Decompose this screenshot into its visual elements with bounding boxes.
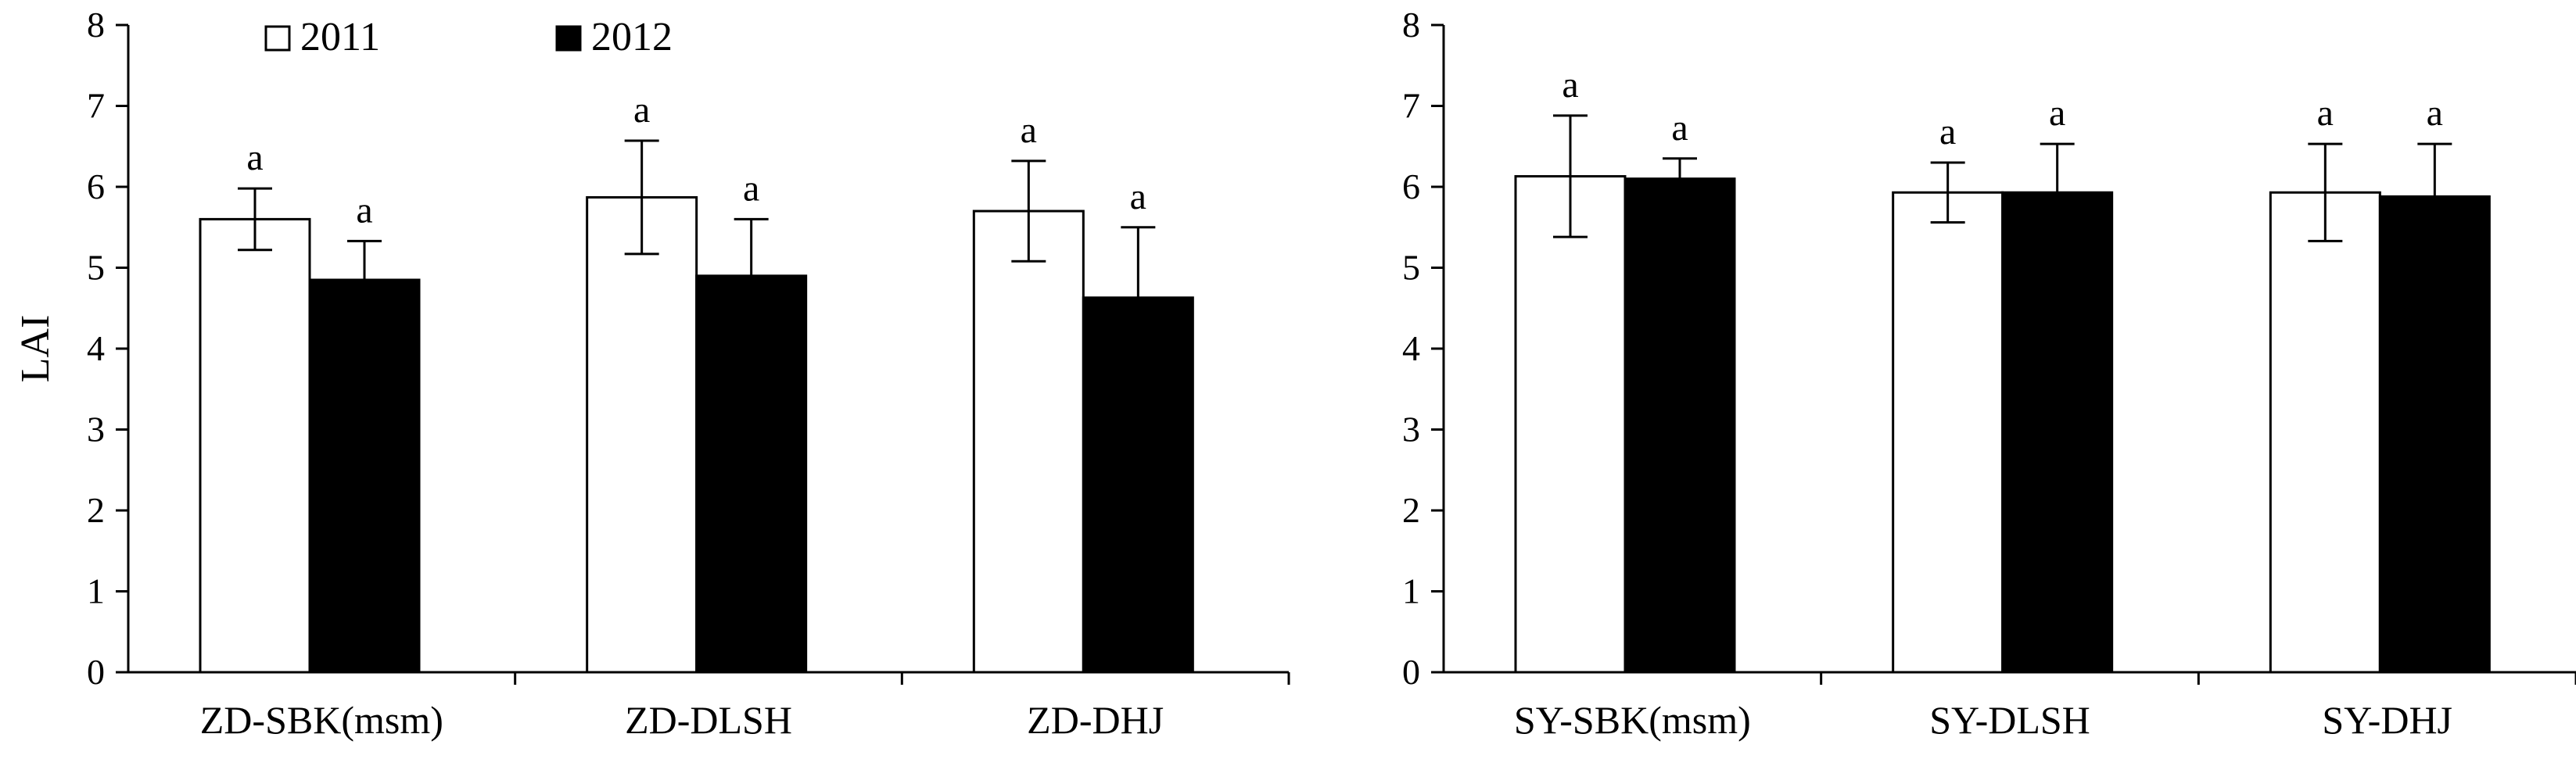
significance-label: a xyxy=(1671,107,1688,149)
bar xyxy=(2378,195,2491,674)
y-tick-label: 5 xyxy=(1402,248,1420,288)
x-tick-label: ZD-DLSH xyxy=(625,698,792,742)
y-tick-label: 0 xyxy=(87,652,105,692)
legend-label: 2011 xyxy=(300,15,380,59)
y-tick-label: 2 xyxy=(1402,490,1420,530)
significance-label: a xyxy=(1130,176,1146,217)
significance-label: a xyxy=(1021,109,1037,151)
y-tick-label: 2 xyxy=(87,490,105,530)
bar xyxy=(199,217,311,674)
y-tick-label: 7 xyxy=(1402,86,1420,126)
y-tick-label: 3 xyxy=(87,410,105,449)
bar xyxy=(1892,191,2004,674)
y-tick-label: 8 xyxy=(87,5,105,45)
y-tick-label: 7 xyxy=(87,86,105,126)
significance-label: a xyxy=(2049,92,2065,134)
significance-label: a xyxy=(633,89,650,131)
significance-label: a xyxy=(743,167,759,209)
x-tick-label: ZD-SBK(msm) xyxy=(200,698,443,742)
bar xyxy=(586,195,698,674)
bar xyxy=(2001,191,2114,674)
x-tick-label: SY-DHJ xyxy=(2322,698,2452,742)
x-tick-label: ZD-DHJ xyxy=(1027,698,1164,742)
y-axis-label: LAI xyxy=(13,315,58,383)
significance-label: a xyxy=(356,189,372,231)
legend-label: 2012 xyxy=(591,15,673,59)
y-tick-label: 6 xyxy=(87,166,105,206)
legend-swatch xyxy=(264,25,291,52)
y-tick-label: 5 xyxy=(87,248,105,288)
bar xyxy=(1623,177,1736,674)
y-tick-label: 6 xyxy=(1402,166,1420,206)
significance-label: a xyxy=(2317,92,2334,134)
y-tick-label: 4 xyxy=(1402,328,1420,368)
y-tick-label: 4 xyxy=(87,328,105,368)
x-tick-label: SY-SBK(msm) xyxy=(1514,698,1751,742)
y-tick-label: 0 xyxy=(1402,652,1420,692)
y-tick-label: 3 xyxy=(1402,410,1420,449)
bar xyxy=(1514,175,1627,674)
bar xyxy=(2269,191,2381,674)
significance-label: a xyxy=(1939,111,1956,152)
significance-label: a xyxy=(246,137,263,178)
y-tick-label: 8 xyxy=(1402,5,1420,45)
bar xyxy=(308,278,421,674)
x-tick-label: SY-DLSH xyxy=(1929,698,2090,742)
significance-label: a xyxy=(2427,92,2443,134)
legend-swatch xyxy=(555,25,582,52)
bar xyxy=(972,209,1085,674)
bar xyxy=(695,274,808,674)
y-tick-label: 1 xyxy=(87,571,105,611)
significance-label: a xyxy=(1562,64,1578,106)
y-tick-label: 1 xyxy=(1402,571,1420,611)
